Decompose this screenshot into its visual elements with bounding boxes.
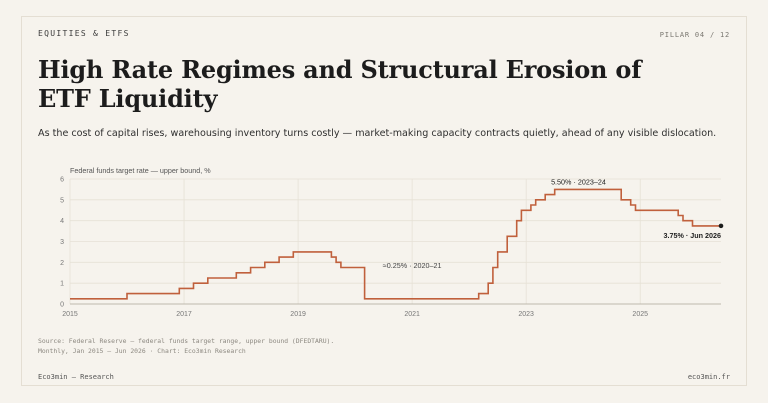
footer-site-link[interactable]: eco3min.fr	[687, 373, 730, 381]
trough-annotation: ≈0.25% · 2020–21	[383, 261, 442, 270]
section-kicker: EQUITIES & ETFS	[38, 29, 130, 38]
source-note: Source: Federal Reserve — federal funds …	[38, 336, 334, 356]
pillar-counter: PILLAR 04 / 12	[659, 31, 730, 39]
y-tick-label: 6	[60, 177, 64, 184]
page-title: High Rate Regimes and Structural Erosion…	[38, 55, 642, 113]
x-tick-label: 2025	[632, 311, 648, 318]
card-frame	[21, 16, 747, 386]
x-tick-label: 2015	[62, 311, 78, 318]
series-end-point	[718, 223, 724, 229]
page-subtitle: As the cost of capital rises, warehousin…	[38, 128, 717, 139]
rate-series-line	[70, 188, 721, 300]
peak-annotation: 5.50% · 2023–24	[551, 177, 606, 186]
y-tick-label: 0	[60, 302, 64, 309]
x-tick-label: 2023	[518, 311, 534, 318]
y-tick-label: 3	[60, 239, 64, 246]
y-tick-label: 1	[60, 281, 64, 288]
series-layer	[70, 188, 724, 300]
y-tick-label: 2	[60, 260, 64, 267]
x-tick-label: 2017	[176, 311, 192, 318]
y-axis-label: Federal funds target rate — upper bound,…	[70, 166, 211, 175]
axis-layer: 0 1 2 3 4 5 6 2015 2017 2019 2021 2023 2025	[60, 177, 721, 318]
annotation-layer: 5.50% · 2023–24 ≈0.25% · 2020–21 3.75% · J…	[383, 177, 721, 269]
source-line-1: Source: Federal Reserve — federal funds …	[38, 337, 335, 345]
source-line-2: Monthly, Jan 2015 — Jun 2026 · Chart: Ec…	[38, 347, 246, 355]
latest-value-annotation: 3.75% · Jun 2026	[663, 231, 721, 240]
x-tick-label: 2019	[290, 311, 306, 318]
x-tick-label: 2021	[404, 311, 420, 318]
footer-brand: Eco3min — Research	[38, 373, 114, 381]
y-tick-label: 4	[60, 218, 64, 225]
y-tick-label: 5	[60, 197, 64, 204]
grid-layer	[69, 178, 721, 304]
